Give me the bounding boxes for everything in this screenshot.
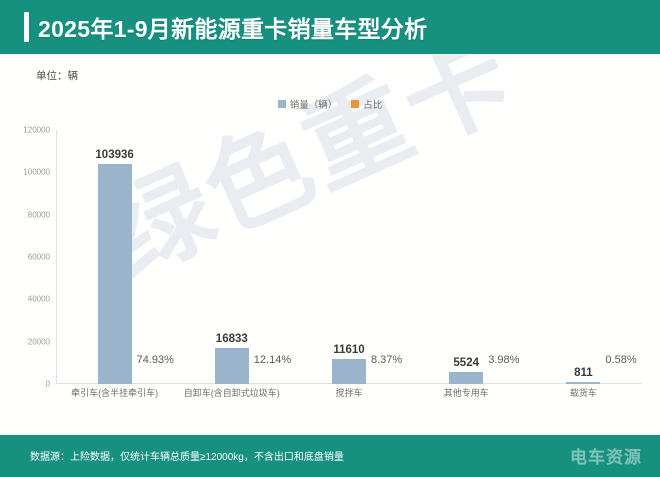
legend-label-share: 占比 (363, 100, 383, 111)
bar-slot-tractor: 103936 74.93% (56, 130, 174, 384)
legend-swatch-sales (277, 100, 286, 108)
bar-pct-cargo: 0.58% (605, 354, 637, 366)
x-label-cargo: 载货车 (569, 388, 597, 398)
y-tick-100000: 100000 (23, 167, 50, 177)
bar-slot-mixer: 11610 8.37% (290, 130, 407, 384)
bar-pct-mixer: 8.37% (371, 354, 403, 366)
y-axis-line (56, 130, 57, 384)
y-tick-20000: 20000 (27, 337, 50, 347)
bar-other-special[interactable]: 5524 (449, 357, 484, 384)
plot-area: 120000 100000 80000 60000 40000 20000 0 … (23, 126, 642, 389)
legend-item-sales[interactable]: 销量（辆） (277, 97, 338, 111)
y-tick-120000: 120000 (23, 125, 50, 135)
x-label-mixer: 搅拌车 (335, 388, 363, 398)
x-label-dumper: 自卸车(含自卸式垃圾车) (183, 388, 280, 398)
bar-pct-tractor: 74.93% (136, 354, 174, 366)
footer-band: 数据源：上险数据，仅统计车辆总质量≥12000kg，不含出口和底盘销量 电车资源 (0, 435, 660, 477)
x-axis-labels: 牵引车(含半挂牵引车) 自卸车(含自卸式垃圾车) 搅拌车 其他专用车 载货车 (56, 386, 642, 399)
header-band: 2025年1-9月新能源重卡销量车型分析 (0, 0, 660, 54)
chart-legend: 销量（辆） 占比 (0, 97, 660, 111)
legend-label-sales: 销量（辆） (289, 100, 338, 111)
legend-swatch-share (351, 100, 360, 108)
bar-pct-dumper: 12.14% (253, 354, 292, 366)
y-tick-40000: 40000 (27, 294, 50, 304)
x-label-other-special: 其他专用车 (443, 388, 489, 398)
bar-value-tractor: 103936 (95, 149, 134, 162)
bar-value-mixer: 11610 (333, 344, 365, 357)
bar-series: 103936 74.93% 16833 12.14% (56, 130, 642, 384)
bar-value-dumper: 16833 (215, 333, 248, 346)
bar-group-mixer: 11610 8.37% (290, 130, 407, 384)
unit-label: 单位：辆 (36, 70, 78, 82)
bar-group-other-special: 5524 3.98% (408, 130, 525, 384)
y-tick-80000: 80000 (27, 210, 50, 220)
title-accent-bar (24, 12, 29, 42)
footer-note: 数据源：上险数据，仅统计车辆总质量≥12000kg，不含出口和底盘销量 (30, 452, 344, 463)
bar-group-dumper: 16833 12.14% (173, 130, 292, 384)
bar-slot-other-special: 5524 3.98% (408, 130, 525, 384)
bar-slot-cargo: 811 0.58% (525, 130, 642, 384)
bar-group-tractor: 103936 74.93% (56, 130, 174, 384)
bar-value-other-special: 5524 (453, 357, 479, 370)
bar-mixer[interactable]: 11610 (332, 344, 366, 384)
chart-card: 单位：辆 绿色重卡 销量（辆） 占比 120000 100000 80000 6… (0, 54, 660, 435)
y-tick-0: 0 (45, 379, 50, 389)
y-tick-60000: 60000 (27, 252, 50, 262)
bar-group-cargo: 811 0.58% (525, 130, 642, 384)
x-label-tractor: 牵引车(含半挂牵引车) (71, 388, 159, 398)
bar-pct-other-special: 3.98% (488, 354, 520, 366)
legend-item-share[interactable]: 占比 (351, 97, 382, 111)
bar-dumper[interactable]: 16833 (214, 333, 249, 384)
brand-watermark: 电车资源 (570, 448, 642, 467)
bar-tractor[interactable]: 103936 (95, 149, 134, 384)
bar-cargo[interactable]: 811 (566, 367, 601, 384)
bar-value-cargo: 811 (574, 367, 593, 380)
bar-slot-dumper: 16833 12.14% (173, 130, 292, 384)
page-title: 2025年1-9月新能源重卡销量车型分析 (38, 16, 428, 42)
